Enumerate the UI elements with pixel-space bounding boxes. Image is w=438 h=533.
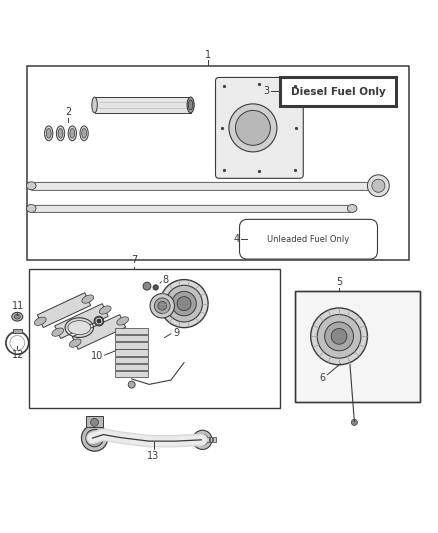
Bar	[206, 437, 208, 442]
FancyBboxPatch shape	[240, 220, 378, 259]
Text: 6: 6	[320, 373, 326, 383]
Text: 9: 9	[173, 328, 179, 338]
Circle shape	[172, 292, 196, 316]
Ellipse shape	[347, 205, 357, 212]
Ellipse shape	[143, 282, 151, 290]
Circle shape	[236, 110, 270, 146]
Bar	[86, 416, 103, 427]
Circle shape	[367, 175, 389, 197]
Circle shape	[193, 430, 212, 449]
Ellipse shape	[45, 126, 53, 141]
Text: 2: 2	[65, 107, 71, 117]
Ellipse shape	[99, 306, 111, 314]
Bar	[210, 437, 212, 442]
Bar	[115, 364, 148, 370]
Bar	[31, 182, 378, 190]
Ellipse shape	[82, 295, 94, 303]
Bar	[213, 437, 215, 442]
Circle shape	[311, 308, 367, 365]
Bar	[29, 269, 280, 408]
Circle shape	[81, 425, 108, 451]
Ellipse shape	[12, 312, 23, 321]
Ellipse shape	[57, 126, 65, 141]
Polygon shape	[72, 314, 126, 350]
Ellipse shape	[26, 205, 36, 212]
Bar	[95, 97, 191, 113]
Ellipse shape	[34, 317, 46, 325]
Text: 13: 13	[147, 451, 159, 461]
Text: 5: 5	[336, 278, 342, 287]
Circle shape	[197, 434, 208, 446]
Ellipse shape	[92, 97, 97, 113]
Bar	[280, 77, 396, 106]
Polygon shape	[55, 304, 108, 338]
Circle shape	[317, 314, 361, 358]
Ellipse shape	[187, 97, 194, 113]
Ellipse shape	[96, 318, 102, 324]
Polygon shape	[37, 293, 91, 328]
Ellipse shape	[58, 128, 63, 138]
Ellipse shape	[80, 126, 88, 141]
Bar	[31, 205, 352, 212]
FancyBboxPatch shape	[215, 77, 303, 179]
Ellipse shape	[46, 128, 51, 138]
Ellipse shape	[94, 316, 104, 326]
Circle shape	[351, 419, 357, 425]
Bar	[115, 370, 148, 377]
Text: 1: 1	[205, 50, 211, 60]
Bar	[115, 350, 148, 356]
Ellipse shape	[68, 126, 77, 141]
Bar	[295, 290, 420, 402]
Text: Diesel Fuel Only: Diesel Fuel Only	[290, 87, 385, 96]
Circle shape	[150, 294, 174, 318]
Text: 11: 11	[12, 301, 24, 311]
Circle shape	[177, 297, 191, 311]
Text: 10: 10	[91, 351, 103, 361]
Ellipse shape	[26, 182, 36, 190]
Circle shape	[90, 433, 99, 443]
Text: 3: 3	[263, 86, 269, 96]
Circle shape	[154, 298, 170, 313]
Circle shape	[160, 280, 208, 328]
Bar	[115, 342, 148, 349]
Circle shape	[229, 104, 277, 152]
Ellipse shape	[117, 317, 129, 325]
Circle shape	[331, 328, 347, 344]
Ellipse shape	[14, 314, 20, 319]
Circle shape	[91, 418, 99, 426]
Text: 4: 4	[234, 234, 240, 244]
Bar	[115, 328, 148, 334]
Circle shape	[325, 322, 353, 351]
Bar	[27, 66, 409, 260]
Circle shape	[158, 302, 166, 310]
Ellipse shape	[153, 285, 158, 290]
Bar	[295, 290, 420, 402]
Circle shape	[372, 179, 385, 192]
Ellipse shape	[68, 321, 91, 335]
Ellipse shape	[52, 328, 64, 336]
Ellipse shape	[188, 100, 193, 110]
Ellipse shape	[70, 128, 75, 138]
Bar	[13, 329, 21, 333]
Text: Unleaded Fuel Only: Unleaded Fuel Only	[267, 235, 350, 244]
Text: 12: 12	[12, 350, 24, 360]
Text: 7: 7	[131, 255, 137, 265]
Circle shape	[128, 381, 135, 388]
Circle shape	[86, 430, 103, 447]
Ellipse shape	[69, 339, 81, 347]
Text: 8: 8	[162, 274, 168, 285]
Ellipse shape	[81, 128, 86, 138]
Circle shape	[166, 285, 202, 322]
Bar	[115, 335, 148, 342]
Bar	[115, 357, 148, 362]
